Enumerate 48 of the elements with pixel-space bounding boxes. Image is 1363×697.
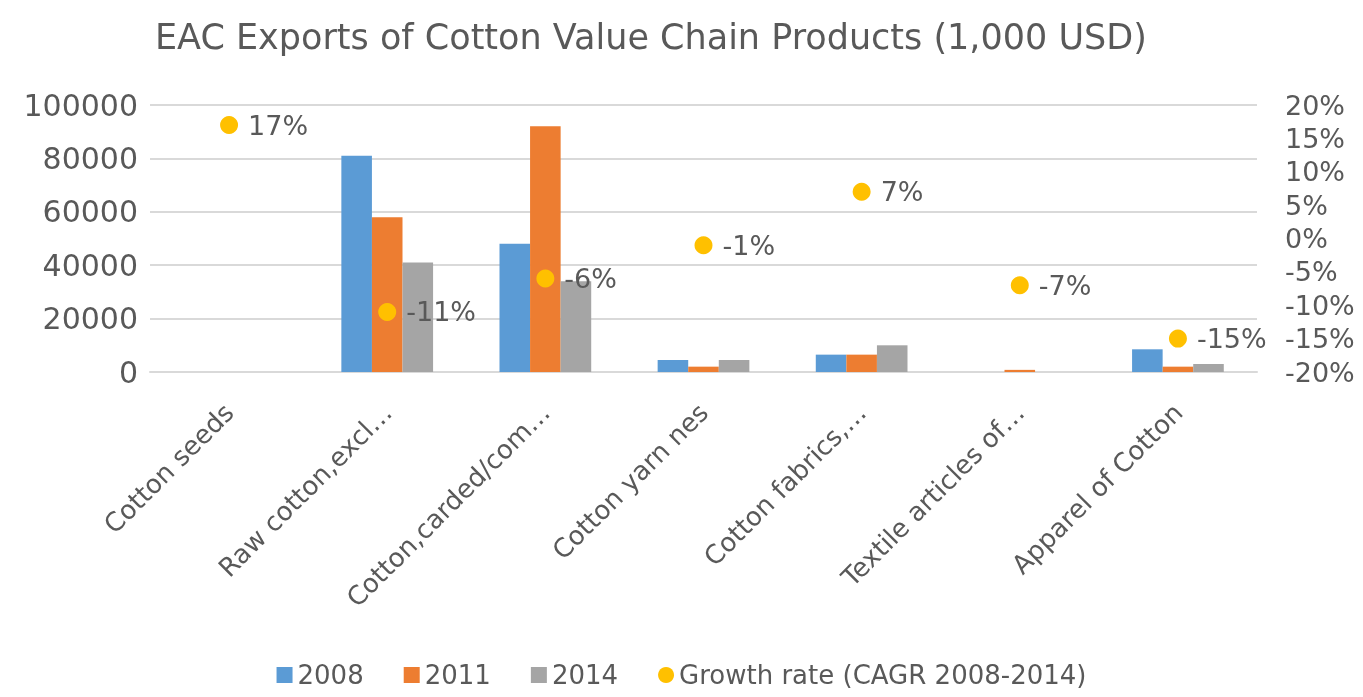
y2-tick-label: 20% [1285, 89, 1346, 121]
data-label: 17% [248, 109, 309, 141]
y2-tick-label: -5% [1285, 256, 1338, 288]
point [536, 269, 555, 288]
bar [876, 345, 908, 372]
point [378, 302, 397, 321]
legend-label: Growth rate (CAGR 2008-2014) [679, 660, 1087, 690]
bar [846, 354, 877, 372]
bar [1162, 366, 1194, 372]
y-tick-label: 0 [118, 354, 138, 390]
bar [530, 126, 561, 372]
y2-tick-label: -10% [1285, 289, 1355, 321]
bar [815, 354, 847, 372]
point [1168, 329, 1187, 348]
chart-title: EAC Exports of Cotton Value Chain Products (1,000 USD) [155, 16, 1147, 57]
y2-tick-label: 10% [1285, 156, 1346, 188]
data-label: -15% [1196, 323, 1267, 355]
y-tick-label: 100000 [23, 87, 138, 123]
bar [1193, 363, 1224, 372]
bar [718, 359, 750, 372]
y2-tick-label: 15% [1285, 122, 1346, 154]
bar [1132, 349, 1163, 372]
y2-tick-label: 0% [1285, 223, 1328, 254]
y2-tick-label: 5% [1285, 189, 1328, 221]
bar [657, 359, 689, 372]
bar [1004, 369, 1036, 372]
bar [371, 217, 403, 372]
data-label: -7% [1038, 269, 1092, 301]
y-tick-label: 60000 [42, 194, 138, 230]
bar [499, 243, 531, 372]
y2-tick-label: -20% [1285, 356, 1355, 388]
y-tick-label: 40000 [42, 247, 138, 283]
bar [341, 155, 372, 372]
data-label: 7% [880, 176, 924, 208]
legend-label: 2011 [424, 660, 491, 690]
legend-label: 2014 [551, 660, 619, 690]
legend-label: 2008 [297, 660, 364, 690]
point [220, 116, 239, 135]
point [852, 182, 871, 201]
y-tick-label: 20000 [42, 301, 138, 337]
point [1010, 276, 1029, 295]
data-label: -11% [406, 296, 476, 328]
point [694, 236, 713, 255]
y2-tick-label: -15% [1285, 323, 1355, 355]
data-label: -6% [564, 263, 617, 295]
y-tick-label: 80000 [42, 140, 138, 176]
data-label: -1% [722, 229, 776, 261]
bar [688, 366, 719, 372]
